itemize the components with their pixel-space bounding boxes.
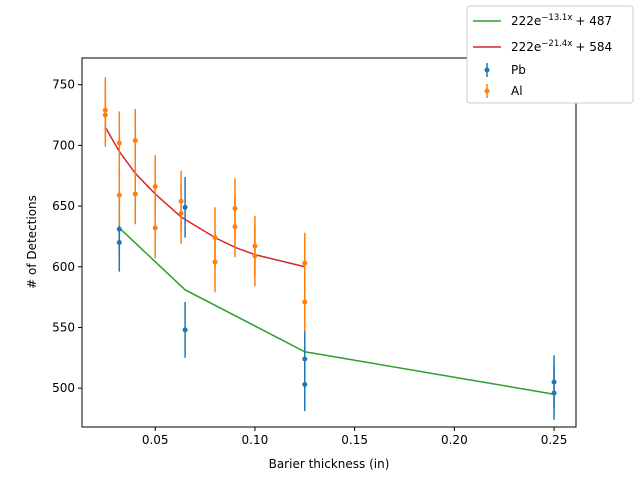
pb-data-point bbox=[116, 226, 122, 232]
legend: 222e−13.1x + 487 222e−21.4x + 584 Pb Al bbox=[466, 5, 634, 104]
y-tick-label: 650 bbox=[52, 199, 75, 213]
y-tick-label: 550 bbox=[52, 320, 75, 334]
pb-data-point bbox=[182, 204, 188, 210]
legend-fit-green-label: 222e−13.1x + 487 bbox=[511, 13, 612, 28]
legend-al-swatch-marker bbox=[484, 88, 490, 94]
y-axis-label: # of Detections bbox=[25, 195, 39, 289]
y-axis-ticks: 500 550 600 650 700 750 bbox=[52, 78, 82, 395]
al-data-point bbox=[116, 192, 122, 198]
pb-data-point bbox=[551, 379, 557, 385]
legend-pb-swatch-marker bbox=[484, 67, 490, 73]
al-data-point bbox=[102, 107, 108, 113]
x-axis-ticks: 0.05 0.10 0.15 0.20 0.25 bbox=[142, 427, 568, 447]
x-tick-label: 0.25 bbox=[541, 433, 568, 447]
al-data-point bbox=[178, 198, 184, 204]
al-data-point bbox=[152, 184, 158, 190]
plot-background bbox=[82, 58, 576, 427]
al-data-point bbox=[152, 225, 158, 231]
y-tick-label: 700 bbox=[52, 138, 75, 152]
legend-al-label: Al bbox=[511, 84, 523, 98]
al-data-point bbox=[232, 206, 238, 212]
legend-fit-red-label: 222e−21.4x + 584 bbox=[511, 39, 612, 54]
plot-frame bbox=[81, 57, 577, 428]
al-data-point bbox=[302, 299, 308, 305]
al-data-point bbox=[212, 235, 218, 241]
al-data-point bbox=[116, 140, 122, 146]
x-tick-label: 0.10 bbox=[242, 433, 269, 447]
y-tick-label: 500 bbox=[52, 381, 75, 395]
pb-data-point bbox=[302, 356, 308, 362]
y-tick-label: 750 bbox=[52, 78, 75, 92]
fit-line bbox=[118, 227, 555, 395]
error-bar-series bbox=[102, 77, 557, 420]
al-data-point bbox=[252, 243, 258, 249]
pb-data-point bbox=[182, 327, 188, 333]
x-axis-label: Barier thickness (in) bbox=[269, 457, 390, 471]
x-tick-label: 0.20 bbox=[441, 433, 468, 447]
x-tick-label: 0.15 bbox=[341, 433, 368, 447]
al-data-point bbox=[132, 191, 138, 197]
al-data-point bbox=[302, 260, 308, 266]
legend-box bbox=[466, 5, 634, 104]
al-data-point bbox=[132, 138, 138, 144]
x-tick-label: 0.05 bbox=[142, 433, 169, 447]
legend-pb-label: Pb bbox=[511, 63, 526, 77]
y-tick-label: 600 bbox=[52, 260, 75, 274]
